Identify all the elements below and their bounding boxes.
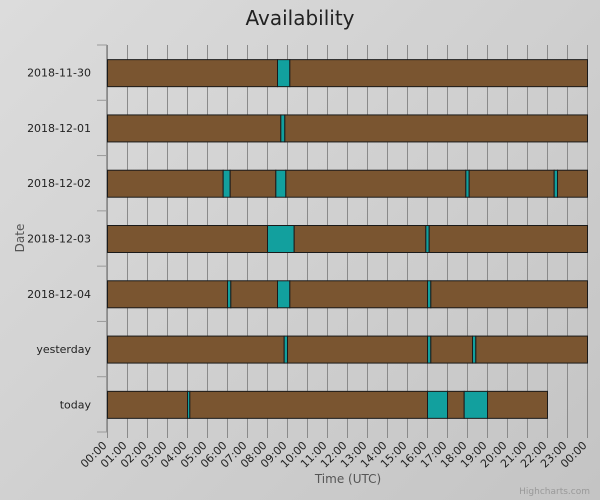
y-axis-title: Date xyxy=(13,224,27,253)
brown-segment xyxy=(289,280,429,309)
teal-segment xyxy=(427,280,432,309)
teal-segment xyxy=(463,390,488,419)
brown-segment xyxy=(285,169,467,198)
teal-segment xyxy=(472,335,477,364)
brown-segment xyxy=(287,335,428,364)
teal-segment xyxy=(277,59,291,88)
teal-segment xyxy=(277,280,291,309)
bars-layer xyxy=(107,59,589,419)
brown-segment xyxy=(107,59,278,88)
teal-segment xyxy=(267,225,295,253)
brown-segment xyxy=(289,59,588,88)
y-tick-label: 2018-12-01 xyxy=(27,122,91,135)
brown-segment xyxy=(107,335,285,364)
y-tick-label: today xyxy=(60,398,92,411)
brown-segment xyxy=(293,225,427,253)
brown-segment xyxy=(230,280,278,309)
brown-segment xyxy=(107,169,224,198)
x-axis: 00:0001:0002:0003:0004:0005:0006:0007:00… xyxy=(78,432,590,471)
teal-segment xyxy=(275,169,287,198)
brown-segment xyxy=(430,335,474,364)
brown-segment xyxy=(107,390,188,419)
brown-segment xyxy=(468,169,555,198)
brown-segment xyxy=(428,225,588,253)
brown-segment xyxy=(475,335,589,364)
y-axis: 2018-11-30 2018-12-01 2018-12-02 2018-12-03… xyxy=(27,44,107,433)
teal-segment xyxy=(427,390,448,419)
x-axis-title: Time (UTC) xyxy=(314,472,381,486)
brown-segment xyxy=(284,114,588,143)
brown-segment xyxy=(447,390,465,419)
y-tick-label: 2018-12-04 xyxy=(27,288,91,301)
brown-segment xyxy=(107,280,228,309)
y-tick-label: 2018-12-03 xyxy=(27,233,91,246)
credits-link[interactable]: Highcharts.com xyxy=(519,487,590,497)
brown-segment xyxy=(189,390,428,419)
brown-segment xyxy=(107,114,282,143)
teal-segment xyxy=(427,335,432,364)
y-tick-label: yesterday xyxy=(36,343,91,356)
brown-segment xyxy=(430,280,589,309)
y-tick-label: 2018-11-30 xyxy=(27,67,91,80)
teal-segment xyxy=(222,169,231,198)
teal-segment xyxy=(280,114,286,143)
brown-segment xyxy=(557,169,588,198)
chart-title: Availability xyxy=(245,6,354,30)
brown-segment xyxy=(107,225,268,253)
brown-segment xyxy=(487,390,548,419)
brown-segment xyxy=(229,169,277,198)
y-tick-label: 2018-12-02 xyxy=(27,177,91,190)
